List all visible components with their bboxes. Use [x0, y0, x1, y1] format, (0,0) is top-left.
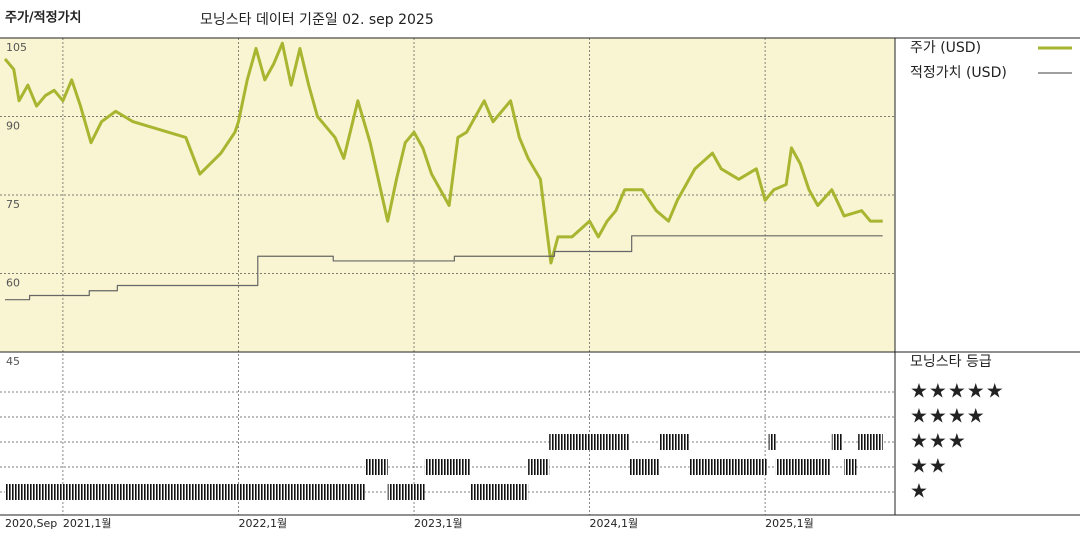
x-tick-label: 2023,1월	[414, 517, 463, 530]
rating-band	[549, 434, 630, 450]
chart-title: 주가/적정가치	[5, 10, 82, 26]
y-tick-label: 60	[6, 277, 20, 290]
rating-band	[844, 459, 857, 475]
y-tick-label: 45	[6, 355, 20, 368]
rating-band	[831, 434, 843, 450]
rating-band	[364, 459, 388, 475]
x-tick-label: 2020,Sep	[5, 517, 57, 530]
rating-band	[424, 459, 471, 475]
x-tick-label: 2024,1월	[590, 517, 639, 530]
rating-band	[387, 484, 425, 500]
series-line	[5, 235, 883, 301]
y-tick-label: 75	[6, 198, 20, 211]
rating-band	[659, 434, 690, 450]
legend-label: 주가 (USD)	[910, 40, 981, 56]
rating-label: ★★★★	[910, 404, 986, 428]
legend-label: 적정가치 (USD)	[910, 65, 1007, 81]
rating-label: ★	[910, 479, 929, 503]
rating-band	[5, 484, 365, 500]
rating-band	[470, 484, 529, 500]
series-line	[3, 41, 883, 265]
x-tick-label: 2025,1월	[765, 517, 814, 530]
rating-band	[775, 459, 831, 475]
y-tick-label: 90	[6, 120, 20, 133]
y-tick-label: 105	[6, 41, 27, 54]
rating-label: ★★	[910, 454, 948, 478]
x-tick-label: 2021,1월	[63, 517, 112, 530]
rating-band	[629, 459, 660, 475]
rating-band	[689, 459, 767, 475]
rating-band	[768, 434, 776, 450]
ratings-title: 모닝스타 등급	[910, 354, 992, 370]
rating-band	[858, 434, 883, 450]
x-tick-label: 2022,1월	[238, 517, 287, 530]
rating-band	[528, 459, 550, 475]
chart-subtitle: 모닝스타 데이터 기준일 02. sep 2025	[200, 12, 434, 28]
rating-label: ★★★★★	[910, 379, 1005, 403]
rating-label: ★★★	[910, 429, 967, 453]
